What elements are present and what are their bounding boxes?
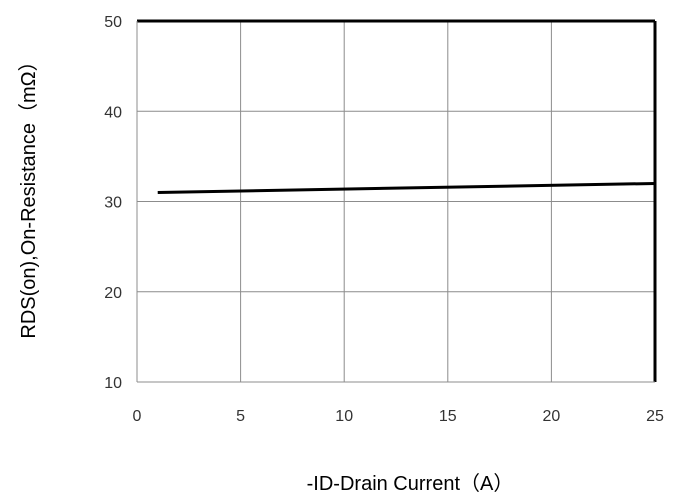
y-axis-label: RDS(on),On-Resistance（mΩ） (17, 51, 40, 338)
series-layer (157, 181, 656, 194)
y-tick-label: 40 (104, 104, 122, 121)
y-tick-labels: 10 20 30 40 50 (104, 14, 122, 392)
series-line (157, 181, 656, 194)
grid (136, 20, 656, 383)
x-tick-label: 5 (236, 408, 245, 425)
x-tick-labels: 0 5 10 15 20 25 (133, 408, 664, 425)
x-axis-label: -ID-Drain Current（A） (307, 472, 514, 495)
plot-frame (136, 19, 657, 383)
x-tick-label: 25 (646, 408, 664, 425)
y-tick-label: 50 (104, 14, 122, 31)
y-tick-label: 10 (104, 375, 122, 392)
y-tick-label: 30 (104, 195, 122, 212)
x-tick-label: 15 (439, 408, 457, 425)
x-tick-label: 10 (335, 408, 353, 425)
x-tick-label: 0 (133, 408, 142, 425)
x-tick-label: 20 (543, 408, 561, 425)
y-tick-label: 20 (104, 285, 122, 302)
